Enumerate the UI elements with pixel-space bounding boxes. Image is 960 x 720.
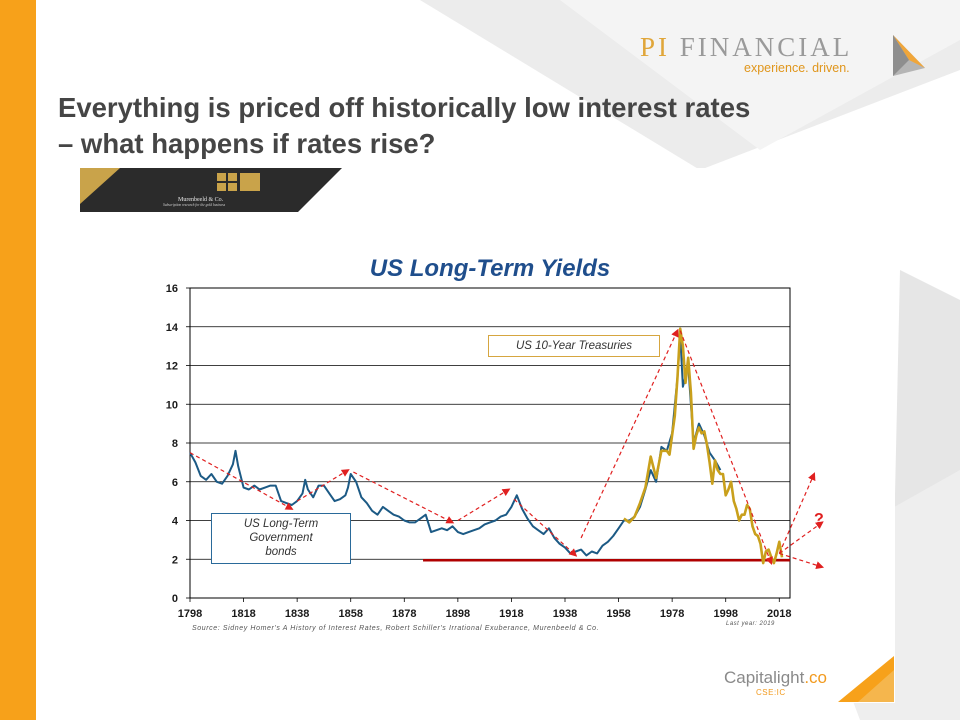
tick-label-y: 16 [166, 283, 178, 295]
tick-label-x: 1998 [713, 608, 737, 620]
brand-name-pi: PI [640, 32, 671, 62]
tick-label-x: 2018 [767, 608, 791, 620]
pi-sail-icon [893, 35, 925, 76]
slide-title-line-2: – what happens if rates rise? [58, 128, 436, 159]
trend-arrow [353, 471, 455, 524]
trend-arrow [296, 469, 350, 502]
tick-label-x: 1858 [338, 608, 362, 620]
tick-label-y: 8 [172, 438, 178, 450]
tick-label-x: 1838 [285, 608, 309, 620]
bg-light-band-top [560, 0, 960, 150]
trend-arrow [580, 328, 679, 539]
corner-triangle-icon [838, 656, 894, 702]
treasury-10yr-line [623, 327, 784, 565]
tick-label-x: 1878 [392, 608, 416, 620]
tick-label-x: 1898 [446, 608, 470, 620]
tick-label-y: 10 [166, 399, 178, 411]
pi-financial-logo: PI FINANCIAL experience. driven. [640, 32, 940, 82]
capitalight-ticker: CSE:IC [756, 688, 786, 697]
trend-arrow [779, 552, 825, 570]
tick-label-x: 1918 [499, 608, 523, 620]
government-bonds-label-box: US Long-Term Government bonds [211, 513, 351, 564]
gov-label-line-2: Government [249, 532, 313, 544]
murenbeeld-logo-icon [217, 173, 260, 191]
capitalight-name: Capitalight [724, 668, 805, 687]
treasuries-label-box: US 10-Year Treasuries [488, 335, 660, 357]
tick-label-y: 14 [166, 322, 179, 334]
tick-label-x: 1958 [606, 608, 630, 620]
question-mark-annotation: ? [814, 511, 824, 528]
tick-label-x: 1798 [178, 608, 202, 620]
gov-label-line-3: bonds [265, 546, 297, 558]
chart-title: US Long-Term Yields [369, 255, 611, 282]
brand-name-rest: FINANCIAL [679, 32, 853, 62]
capitalight-logo: Capitalight.co CSE:IC [724, 668, 844, 702]
tick-label-y: 2 [172, 554, 178, 566]
slide-title: Everything is priced off historically lo… [58, 90, 898, 162]
trend-arrow [778, 472, 816, 554]
tick-label-x: 1938 [553, 608, 577, 620]
slide-title-line-1: Everything is priced off historically lo… [58, 92, 751, 123]
accent-sidebar [0, 0, 36, 720]
tick-label-y: 12 [166, 361, 178, 373]
tick-label-x: 1818 [231, 608, 255, 620]
trend-arrow [457, 488, 511, 522]
publisher-subtitle: Subscription research for the gold busin… [163, 203, 226, 207]
trend-arrow [189, 452, 294, 510]
publisher-name: Murenbeeld & Co. [178, 197, 224, 203]
last-year-note: Last year: 2019 [726, 621, 775, 627]
trend-arrow [778, 521, 824, 554]
tick-label-y: 4 [172, 516, 179, 528]
gov-label-line-1: US Long-Term [243, 518, 319, 530]
brand-tagline: experience. driven. [744, 61, 850, 75]
capitalight-suffix: .co [804, 668, 828, 687]
tick-label-x: 1978 [660, 608, 684, 620]
murenbeeld-header [80, 168, 342, 212]
treasuries-label: US 10-Year Treasuries [515, 340, 633, 352]
chart-source: Source: Sidney Homer's A History of Inte… [192, 625, 600, 632]
tick-label-y: 6 [172, 477, 178, 489]
tick-label-y: 0 [172, 593, 178, 605]
